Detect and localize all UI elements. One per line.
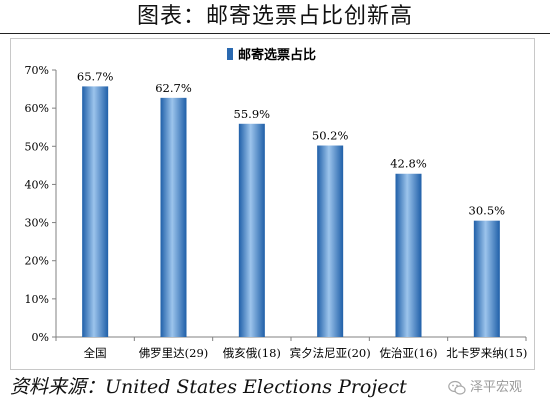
bar: [82, 86, 109, 337]
x-tick-label: 全国: [84, 346, 107, 360]
legend-swatch: [227, 48, 233, 60]
y-tick-label: 0%: [32, 331, 49, 344]
y-tick-label: 50%: [25, 140, 49, 153]
bar-chart: 邮寄选票占比 0% 10% 20% 30% 40% 50% 60% 70% 65.7% 全国 62…: [25, 47, 528, 360]
bar: [238, 123, 265, 337]
axes: 0% 10% 20% 30% 40% 50% 60% 70%: [25, 64, 527, 344]
y-tick-label: 30%: [25, 217, 49, 230]
wechat-icon: [448, 380, 466, 395]
data-label: 62.7%: [155, 81, 192, 95]
x-tick-label: 俄亥俄(18): [223, 346, 281, 360]
data-label: 42.8%: [390, 157, 427, 171]
chart-frame: 邮寄选票占比 0% 10% 20% 30% 40% 50% 60% 70% 65.7% 全国 62…: [10, 38, 535, 370]
legend-label: 邮寄选票占比: [238, 47, 316, 63]
x-tick-label: 北卡罗来纳(15): [446, 346, 527, 360]
data-label: 55.9%: [234, 107, 271, 121]
bar: [317, 145, 344, 337]
y-tick-label: 10%: [25, 293, 49, 306]
data-label: 30.5%: [469, 204, 506, 218]
y-tick-label: 60%: [25, 102, 49, 115]
y-tick-label: 40%: [25, 178, 49, 191]
bars: [82, 86, 500, 337]
x-tick-label: 佛罗里达(29): [139, 346, 209, 360]
source-note: 资料来源：United States Elections Project: [10, 376, 407, 398]
data-labels: 65.7% 全国 62.7% 佛罗里达(29) 55.9% 俄亥俄(18) 50.2% 宾夕法…: [77, 69, 527, 360]
legend: 邮寄选票占比: [227, 47, 316, 63]
x-tick-label: 佐治亚(16): [379, 346, 437, 360]
bar: [160, 97, 187, 337]
watermark-text: 泽平宏观: [470, 380, 523, 395]
x-tick-label: 宾夕法尼亚(20): [290, 346, 371, 360]
chart-title: 图表：邮寄选票占比创新高: [136, 4, 413, 29]
bar: [395, 173, 422, 337]
title-divider: [0, 33, 550, 34]
data-label: 50.2%: [312, 129, 349, 143]
watermark: 泽平宏观: [448, 378, 522, 398]
bar: [473, 220, 500, 337]
data-label: 65.7%: [77, 69, 114, 83]
y-tick-label: 70%: [25, 64, 49, 77]
y-tick-label: 20%: [25, 255, 49, 268]
